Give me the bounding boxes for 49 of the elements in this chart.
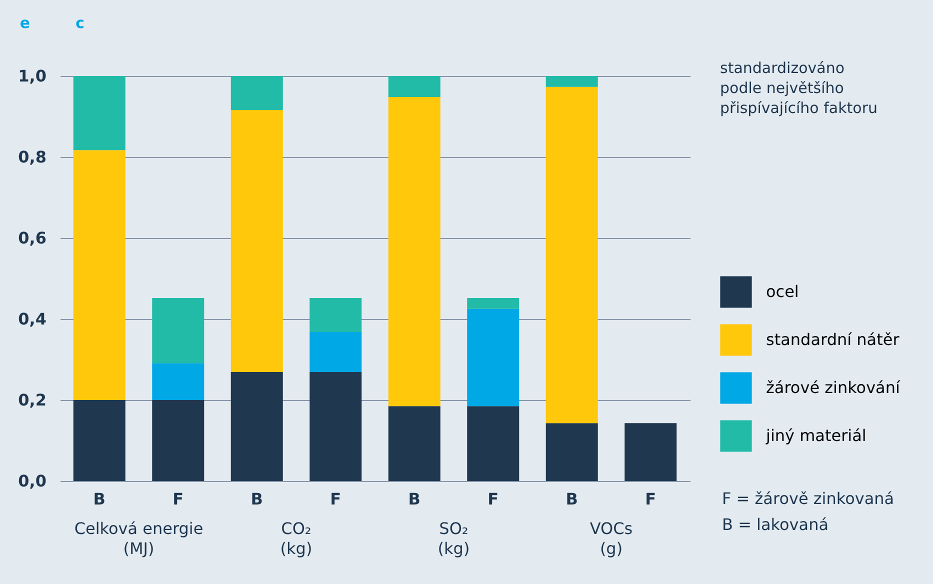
text: standardizováno podle největšího přispívajícího faktoru [720, 59, 878, 117]
bar [152, 363, 204, 400]
legend-label: standardní nátěr [766, 330, 900, 349]
bar [152, 298, 204, 364]
bar [310, 332, 362, 372]
bar [388, 97, 440, 406]
bar [388, 76, 440, 98]
legend-label: žárové zinkování [766, 378, 900, 397]
x-tick-label: B [93, 490, 106, 508]
bar [73, 400, 126, 481]
x-tick-label: B [566, 490, 578, 508]
bar [230, 110, 283, 372]
bar [388, 406, 440, 481]
x-tick-label: F [330, 490, 342, 508]
text: VOCs (g) [590, 519, 633, 558]
legend-label: jiný materiál [765, 426, 866, 445]
bar [546, 423, 598, 481]
bar [230, 76, 283, 110]
text: B = lakovaná [722, 515, 829, 534]
y-tick-label: 0,8 [18, 148, 46, 166]
bar [73, 150, 126, 400]
y-tick-label: 0,4 [18, 310, 46, 328]
text: Celková energie (MJ) [74, 519, 204, 558]
y-tick-label: 0,0 [18, 472, 46, 490]
y-tick-label: 1,0 [18, 66, 46, 86]
x-tick-label: B [250, 490, 263, 508]
bar [546, 86, 598, 424]
x-tick-label: F [488, 490, 499, 508]
bar [73, 76, 126, 150]
bar [310, 298, 362, 332]
x-tick-label: F [645, 490, 656, 508]
legend-label: ocel [766, 282, 799, 301]
bar [152, 400, 204, 481]
y-tick-label: 0,6 [18, 228, 46, 248]
bar [624, 423, 677, 481]
bar [230, 372, 283, 481]
bar [467, 406, 520, 481]
x-tick-label: B [408, 490, 420, 508]
bar [467, 298, 520, 309]
text: c [76, 14, 84, 32]
bar [310, 372, 362, 481]
bar [467, 308, 520, 406]
text: CO₂ (kg) [280, 519, 312, 558]
text: SO₂ (kg) [438, 519, 470, 558]
text: e [20, 14, 30, 32]
bar [546, 76, 598, 87]
x-tick-label: F [172, 490, 184, 508]
text: F = žárově zinkovaná [722, 489, 894, 508]
y-tick-label: 0,2 [18, 390, 46, 410]
